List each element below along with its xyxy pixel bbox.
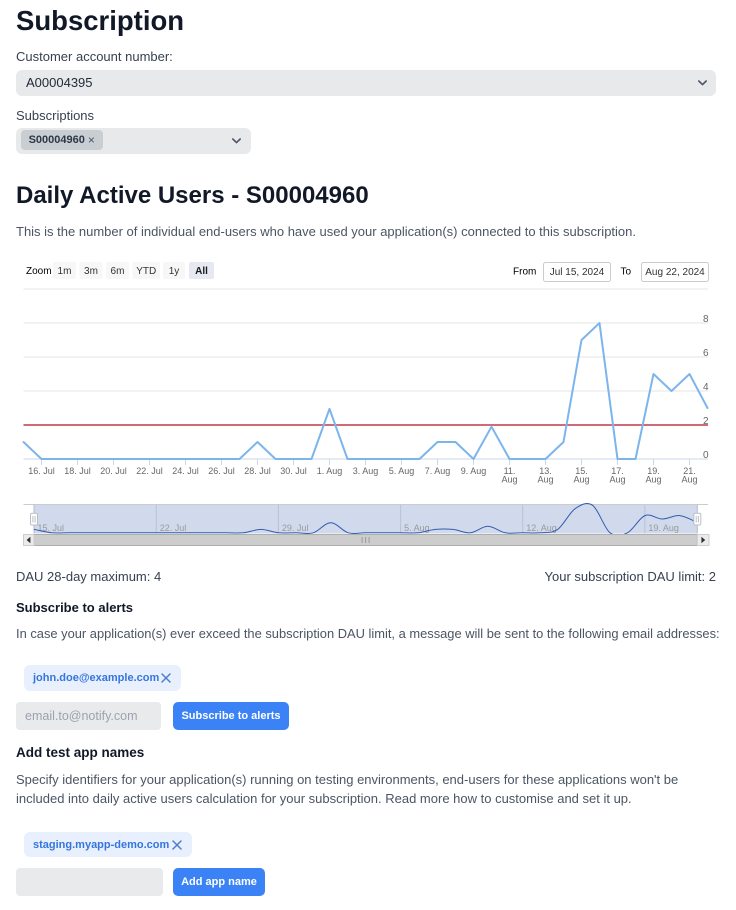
svg-text:From: From: [513, 267, 536, 278]
svg-text:Aug: Aug: [681, 475, 697, 485]
svg-text:0: 0: [703, 450, 709, 461]
svg-text:1m: 1m: [58, 266, 72, 277]
svg-text:3m: 3m: [84, 266, 98, 277]
svg-text:5. Aug: 5. Aug: [404, 523, 430, 533]
svg-text:19.: 19.: [647, 466, 660, 476]
svg-text:16. Jul: 16. Jul: [28, 466, 55, 476]
svg-text:6: 6: [703, 348, 709, 359]
svg-text:12. Aug: 12. Aug: [526, 523, 557, 533]
svg-text:4: 4: [703, 382, 709, 393]
svg-text:15.: 15.: [575, 466, 588, 476]
svg-text:All: All: [195, 266, 208, 277]
svg-text:8: 8: [703, 314, 709, 325]
svg-text:Aug: Aug: [573, 475, 589, 485]
svg-text:15. Jul: 15. Jul: [38, 523, 65, 533]
svg-text:24. Jul: 24. Jul: [172, 466, 199, 476]
svg-text:Aug: Aug: [537, 475, 553, 485]
svg-text:6m: 6m: [111, 266, 125, 277]
svg-text:YTD: YTD: [136, 266, 156, 277]
svg-text:30. Jul: 30. Jul: [280, 466, 307, 476]
svg-text:18. Jul: 18. Jul: [64, 466, 91, 476]
svg-text:Aug 22, 2024: Aug 22, 2024: [645, 267, 705, 278]
svg-text:5. Aug: 5. Aug: [389, 466, 415, 476]
svg-text:2: 2: [703, 416, 709, 427]
svg-text:Jul 15, 2024: Jul 15, 2024: [550, 267, 605, 278]
svg-text:3. Aug: 3. Aug: [353, 466, 379, 476]
svg-text:9. Aug: 9. Aug: [461, 466, 487, 476]
svg-text:11.: 11.: [504, 466, 516, 476]
svg-text:1y: 1y: [169, 266, 180, 277]
svg-text:20. Jul: 20. Jul: [100, 466, 127, 476]
svg-text:28. Jul: 28. Jul: [244, 466, 271, 476]
svg-text:Zoom: Zoom: [26, 266, 52, 277]
svg-text:Aug: Aug: [501, 475, 517, 485]
svg-text:1. Aug: 1. Aug: [317, 466, 343, 476]
svg-text:13.: 13.: [539, 466, 552, 476]
svg-text:To: To: [621, 267, 632, 278]
svg-text:Aug: Aug: [609, 475, 625, 485]
svg-text:7. Aug: 7. Aug: [425, 466, 451, 476]
svg-text:26. Jul: 26. Jul: [208, 466, 235, 476]
svg-text:19. Aug: 19. Aug: [648, 523, 679, 533]
svg-text:29. Jul: 29. Jul: [282, 523, 309, 533]
svg-text:22. Jul: 22. Jul: [136, 466, 163, 476]
svg-text:21.: 21.: [683, 466, 696, 476]
svg-text:22. Jul: 22. Jul: [160, 523, 187, 533]
svg-text:Aug: Aug: [645, 475, 661, 485]
svg-text:17.: 17.: [611, 466, 624, 476]
